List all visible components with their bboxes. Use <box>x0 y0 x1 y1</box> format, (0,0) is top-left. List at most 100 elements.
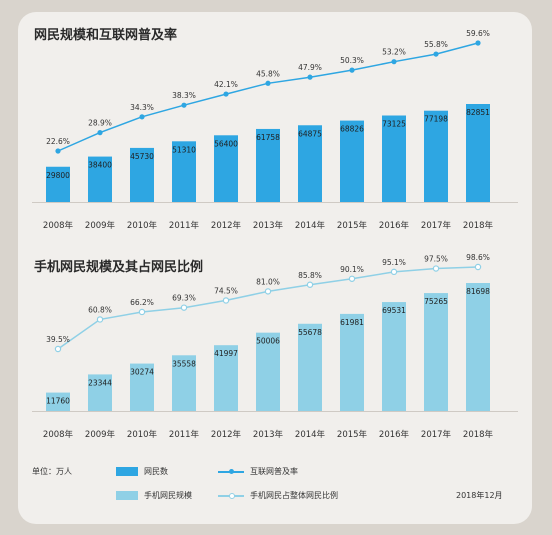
bar-value-label: 38400 <box>88 161 112 170</box>
line-value-label: 39.5% <box>46 335 70 344</box>
line-point-mobile <box>96 316 104 323</box>
chart-title-internet-users: 网民规模和互联网普及率 <box>34 28 178 43</box>
bar-value-label: 81698 <box>466 287 490 296</box>
bar-value-label: 29800 <box>46 171 70 180</box>
bar-value-label: 73125 <box>382 120 406 129</box>
bar-mobile <box>340 313 364 411</box>
legend-label-penetration: 互联网普及率 <box>250 467 298 476</box>
bar-mobile <box>256 332 280 411</box>
chart-canvas: 29800 2008年 38400 2009年 45730 2010年 51310 2011年… <box>32 29 518 440</box>
bar-value-label: 56400 <box>214 139 238 148</box>
line-point-mobile <box>54 345 62 353</box>
x-tick-label: 2013年 <box>253 220 284 231</box>
bar-value-label: 30274 <box>130 368 154 377</box>
line-value-label: 74.5% <box>214 286 238 295</box>
x-tick-label: 2015年 <box>337 429 368 440</box>
bar-value-label: 45730 <box>130 152 154 161</box>
x-tick-label: 2014年 <box>295 220 326 231</box>
line-point-internet <box>55 148 61 154</box>
bar-value-label: 55678 <box>298 328 322 337</box>
bar-value-label: 77198 <box>424 115 448 124</box>
line-value-label: 55.8% <box>424 40 448 49</box>
line-value-label: 85.8% <box>298 271 322 280</box>
line-value-label: 98.6% <box>466 253 490 262</box>
line-value-label: 60.8% <box>88 305 112 314</box>
bar-mobile <box>46 392 70 411</box>
line-value-label: 53.2% <box>382 48 406 57</box>
bar-mobile <box>382 302 406 411</box>
bar-internet <box>172 141 196 202</box>
x-tick-label: 2009年 <box>85 220 116 231</box>
legend-label-internet-users: 网民数 <box>144 467 168 476</box>
x-tick-label: 2008年 <box>43 429 74 440</box>
x-tick-label: 2015年 <box>337 220 368 231</box>
line-point-mobile <box>222 297 230 304</box>
bar-internet <box>46 166 70 202</box>
legend-marker-mobile-share <box>229 493 235 499</box>
line-point-mobile <box>432 265 440 272</box>
bar-value-label: 41997 <box>214 349 238 358</box>
x-tick-label: 2010年 <box>127 429 158 440</box>
chart-title-mobile-users: 手机网民规模及其占网民比例 <box>34 260 204 275</box>
line-point-mobile <box>306 281 314 288</box>
bar-mobile <box>298 323 322 411</box>
bar-mobile <box>424 293 448 411</box>
bar-internet <box>340 120 364 202</box>
unit-label: 单位：万人 <box>32 467 72 476</box>
line-point-internet <box>97 130 103 136</box>
chart-card: 29800 2008年 38400 2009年 45730 2010年 51310 2011年… <box>18 12 532 524</box>
x-tick-label: 2018年 <box>463 220 494 231</box>
bar-mobile <box>88 374 112 411</box>
bar-internet <box>256 128 280 202</box>
bar-value-label: 11760 <box>46 397 70 406</box>
bar-value-label: 68826 <box>340 125 364 134</box>
x-tick-label: 2012年 <box>211 220 242 231</box>
x-tick-label: 2011年 <box>169 220 200 231</box>
bar-internet <box>214 135 238 202</box>
x-tick-label: 2012年 <box>211 429 242 440</box>
line-point-internet <box>475 40 481 46</box>
bar-internet <box>466 104 490 202</box>
report-date: 2018年12月 <box>456 491 503 500</box>
line-value-label: 81.0% <box>256 277 280 286</box>
line-value-label: 45.8% <box>256 69 280 78</box>
x-tick-label: 2014年 <box>295 429 326 440</box>
line-point-internet <box>139 114 145 120</box>
bar-internet <box>424 110 448 202</box>
bar-value-label: 64875 <box>298 129 322 138</box>
line-value-label: 28.9% <box>88 119 112 128</box>
bar-mobile <box>466 283 490 411</box>
line-point-mobile <box>138 308 146 316</box>
x-tick-label: 2008年 <box>43 220 74 231</box>
x-tick-label: 2017年 <box>421 220 452 231</box>
bar-internet <box>130 147 154 202</box>
line-point-internet <box>181 102 187 108</box>
x-tick-label: 2009年 <box>85 429 116 440</box>
bar-value-label: 82851 <box>466 108 490 117</box>
line-point-internet <box>223 91 229 97</box>
line-point-mobile <box>180 304 188 311</box>
line-value-label: 95.1% <box>382 258 406 267</box>
bar-internet <box>298 125 322 202</box>
bar-value-label: 35558 <box>172 359 196 368</box>
line-point-mobile <box>390 268 398 276</box>
x-tick-label: 2016年 <box>379 220 410 231</box>
x-tick-label: 2016年 <box>379 429 410 440</box>
line-point-internet <box>265 80 271 86</box>
legend-label-mobile-share: 手机网民占整体网民比例 <box>250 491 338 500</box>
legend-swatch-bar-internet <box>116 467 138 476</box>
legend: 单位：万人 网民数 互联网普及率 手机网民规模 手机网民占整体网民比例 2018… <box>18 460 532 520</box>
legend-label-mobile-users: 手机网民规模 <box>144 491 192 500</box>
line-value-label: 34.3% <box>130 103 154 112</box>
x-tick-label: 2017年 <box>421 429 452 440</box>
x-tick-label: 2010年 <box>127 220 158 231</box>
legend-marker-penetration <box>229 469 234 474</box>
line-point-mobile <box>348 275 356 282</box>
line-value-label: 22.6% <box>46 137 70 146</box>
line-value-label: 66.2% <box>130 298 154 307</box>
line-value-label: 38.3% <box>172 91 196 100</box>
line-point-internet <box>307 74 313 80</box>
line-value-label: 42.1% <box>214 80 238 89</box>
x-tick-label: 2013年 <box>253 429 284 440</box>
line-point-mobile <box>264 288 272 295</box>
